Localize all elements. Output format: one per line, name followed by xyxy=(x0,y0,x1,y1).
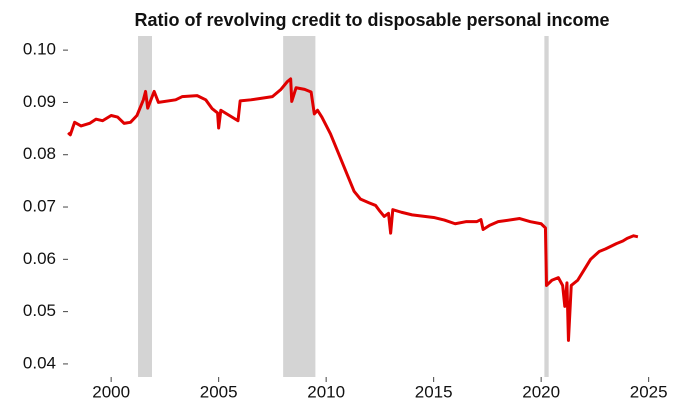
y-tick-label: 0.08 xyxy=(23,144,56,163)
y-tick-label: 0.10 xyxy=(23,40,56,59)
y-tick-label: 0.09 xyxy=(23,92,56,111)
x-tick-label: 2010 xyxy=(307,382,345,401)
y-tick-label: 0.05 xyxy=(23,301,56,320)
y-tick-label: 0.04 xyxy=(23,353,56,372)
chart-title: Ratio of revolving credit to disposable … xyxy=(134,10,609,30)
data-line xyxy=(67,77,639,342)
x-tick-label: 2015 xyxy=(415,382,453,401)
x-tick-label: 2000 xyxy=(92,382,130,401)
x-tick-label: 2005 xyxy=(200,382,238,401)
x-tick-label: 2020 xyxy=(522,382,560,401)
recession-band xyxy=(544,36,549,377)
y-tick-label: 0.07 xyxy=(23,197,56,216)
y-tick-label: 0.06 xyxy=(23,249,56,268)
recession-band xyxy=(138,36,152,377)
x-tick-label: 2025 xyxy=(630,382,668,401)
